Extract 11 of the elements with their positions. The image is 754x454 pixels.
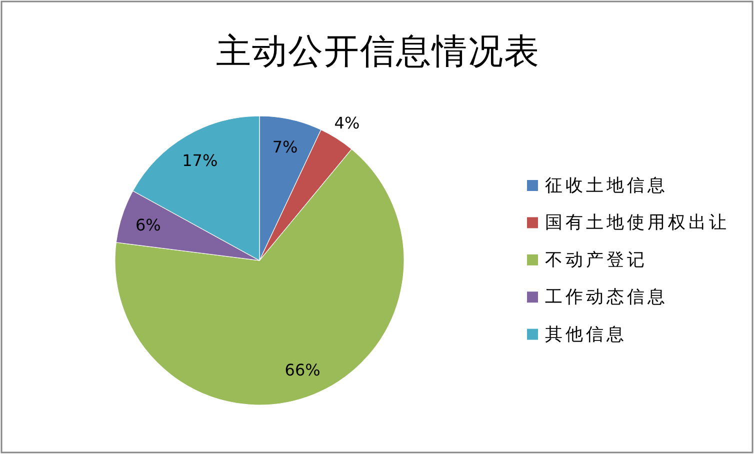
legend-label: 国有土地使用权出让 [545,213,730,234]
data-label: 6% [135,215,161,234]
data-label: 4% [334,114,360,133]
data-label: 17% [182,150,218,170]
chart-title: 主动公开信息情况表 [216,32,540,72]
legend-label: 不动产登记 [545,249,648,270]
data-label: 66% [284,360,320,380]
legend-label: 征收土地信息 [545,176,668,196]
legend-label: 其他信息 [545,324,627,345]
legend-label: 工作动态信息 [545,288,668,308]
data-label: 7% [272,137,298,156]
